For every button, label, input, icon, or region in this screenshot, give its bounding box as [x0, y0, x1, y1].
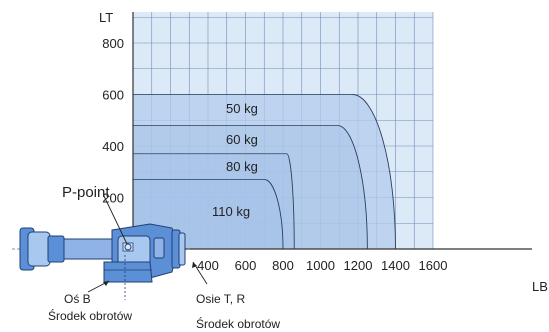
- y-tick-label: 400: [102, 139, 124, 154]
- y-tick-label: 800: [102, 36, 124, 51]
- axes-tr-rotation-center: Środek obrotów: [196, 316, 280, 331]
- series-label: 60 kg: [226, 132, 258, 147]
- y-tick-label: 600: [102, 88, 124, 103]
- x-tick-label: 1200: [344, 258, 373, 273]
- x-tick-label: 600: [235, 258, 257, 273]
- series-label: 50 kg: [226, 101, 258, 116]
- x-tick-label: 800: [272, 258, 294, 273]
- x-tick-label: 1400: [381, 258, 410, 273]
- x-tick-label: 1000: [306, 258, 335, 273]
- axes-tr-label: Osie T, R: [196, 292, 245, 306]
- p-point-label: P-point: [62, 184, 110, 201]
- axis-b-label: Oś B: [64, 292, 91, 306]
- x-tick-label: 400: [197, 258, 219, 273]
- x-tick-label: 1600: [419, 258, 448, 273]
- x-axis-label: LB: [532, 279, 548, 294]
- series-label: 80 kg: [226, 159, 258, 174]
- x-tick-labels: 400 600 800 1000 1200 1400 1600: [197, 258, 447, 273]
- series-label: 110 kg: [212, 204, 250, 219]
- axis-b-rotation-center: Środek obrotów: [48, 308, 132, 323]
- load-envelopes: [133, 95, 396, 250]
- y-axis-label: LT: [99, 10, 113, 25]
